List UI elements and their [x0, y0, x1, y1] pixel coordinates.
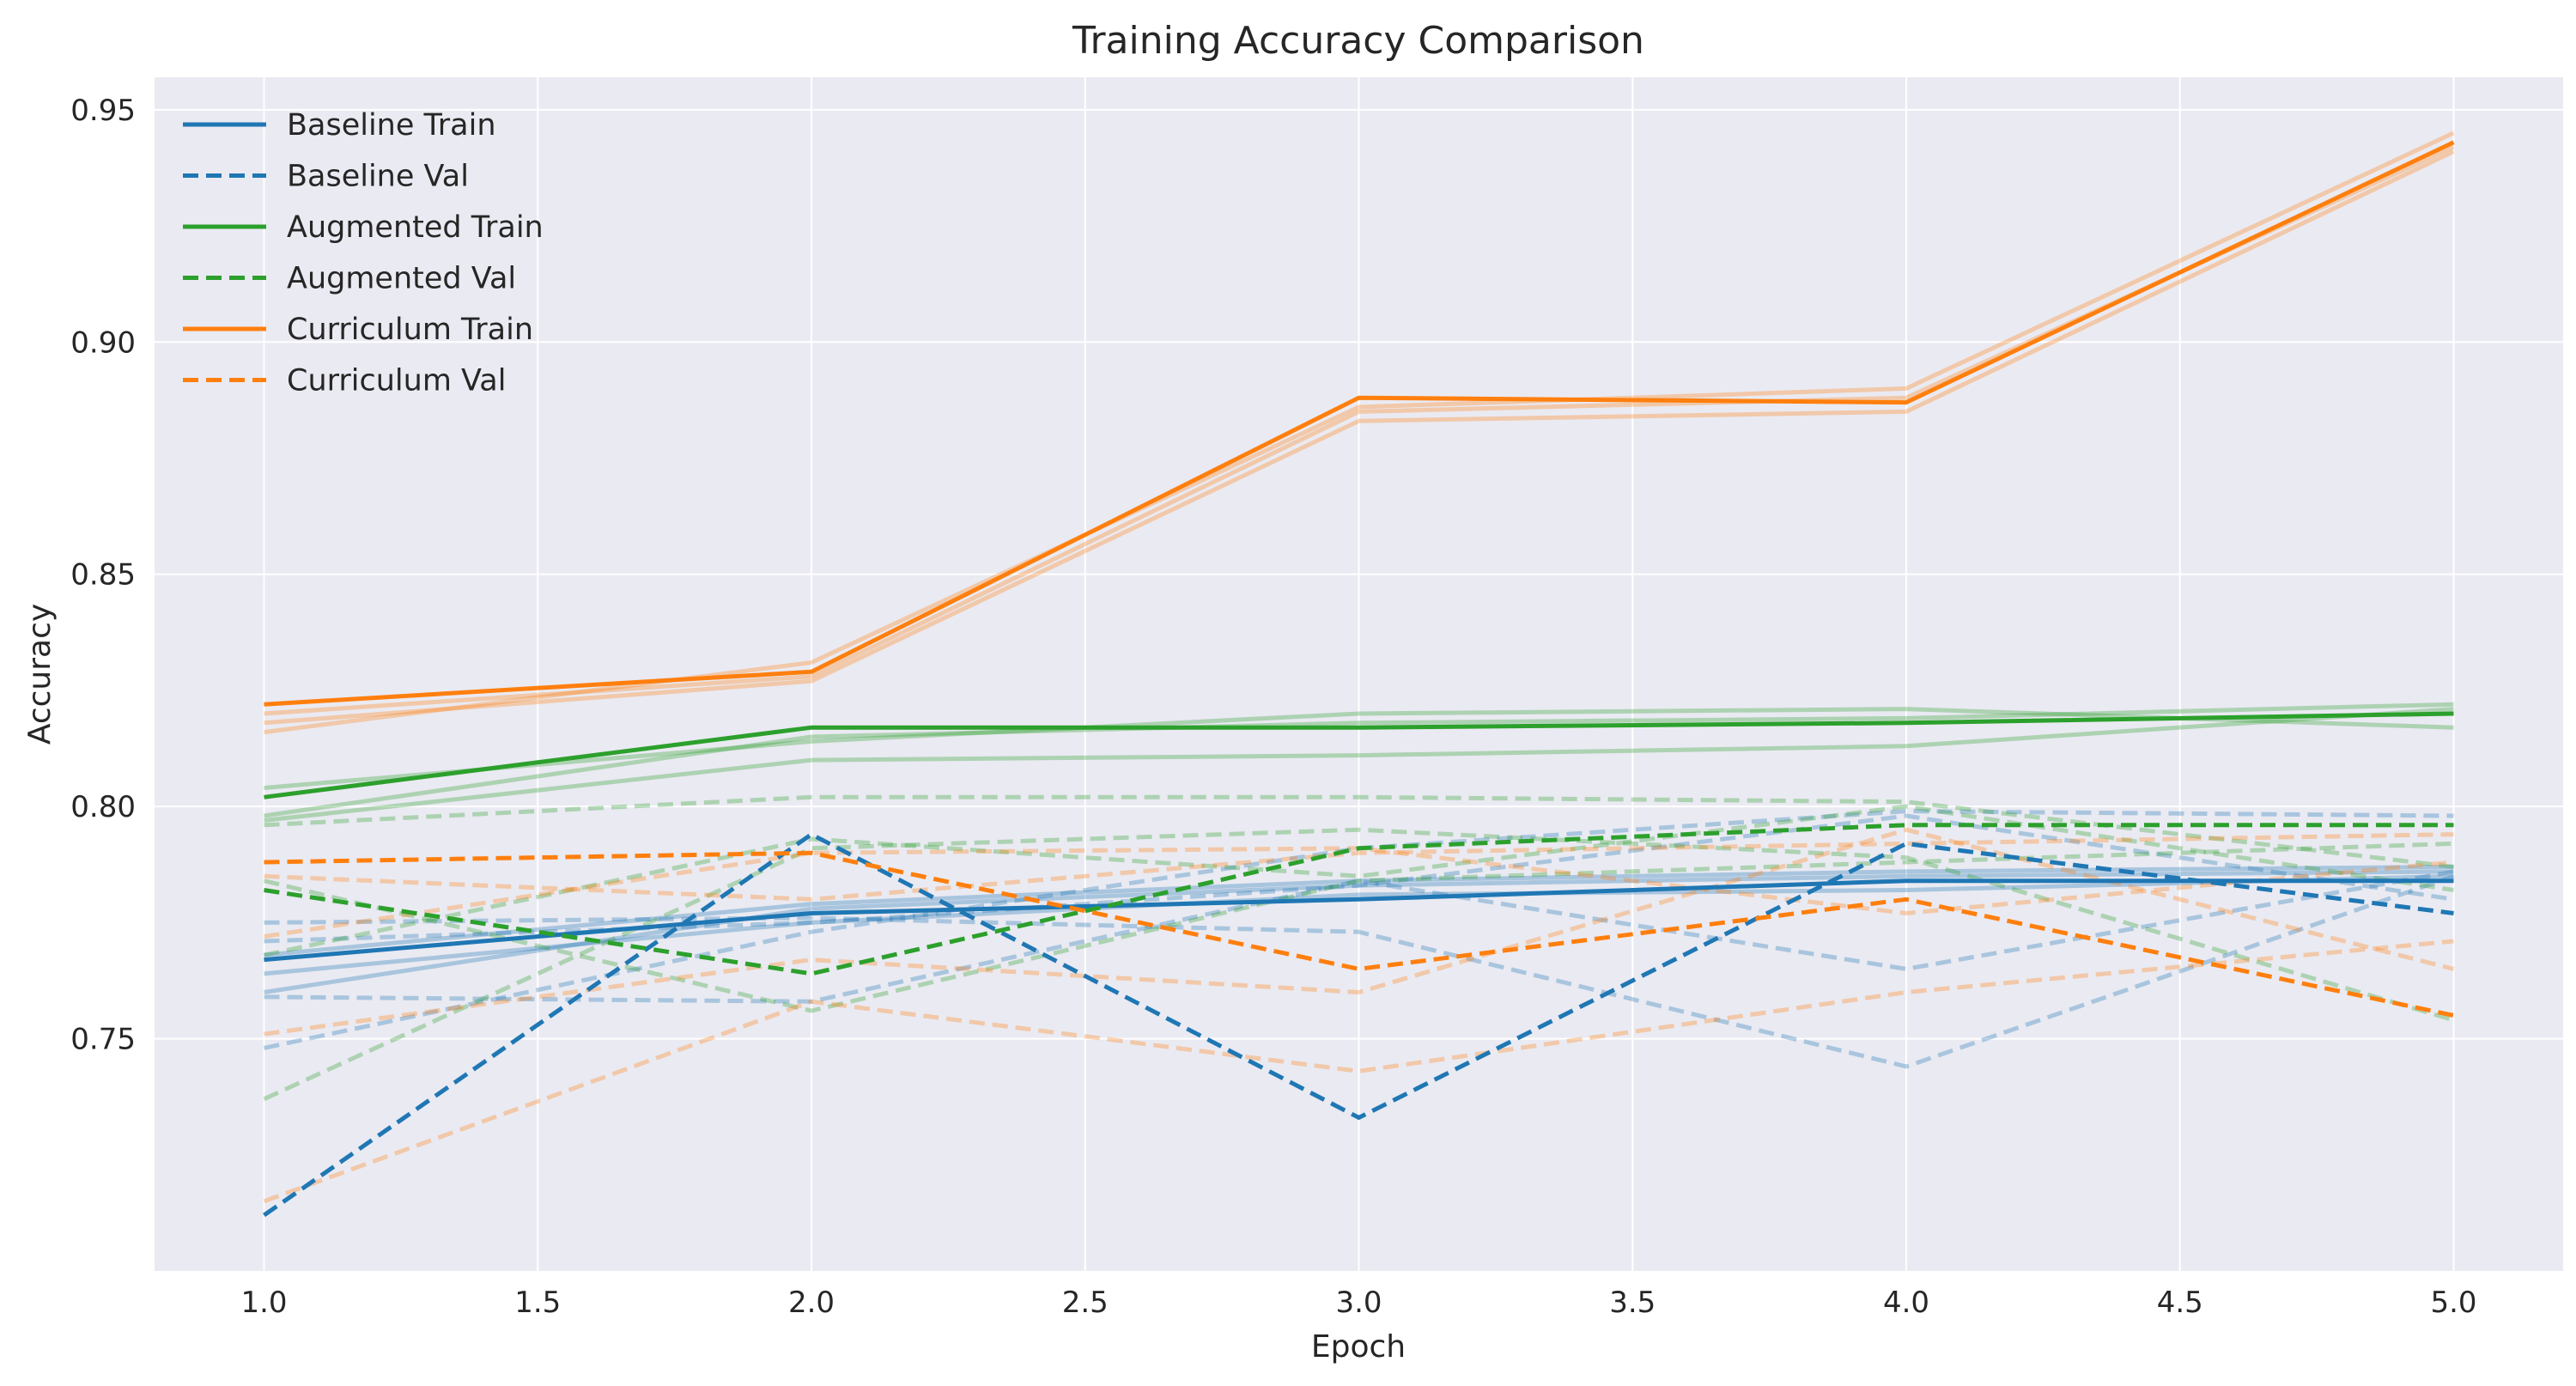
series-lines [263, 140, 2455, 1218]
x-tick-label: 3.5 [1609, 1286, 1656, 1320]
x-tick-labels: 1.0 1.5 2.0 2.5 3.0 3.5 4.0 4.5 5.0 [240, 1286, 2476, 1320]
series-line [264, 850, 2455, 1018]
grid-lines [155, 77, 2563, 1271]
legend-label: Augmented Val [287, 262, 516, 296]
legend-label: Baseline Val [287, 160, 469, 194]
run-line [263, 827, 2455, 1102]
y-tick-label: 0.90 [70, 325, 136, 360]
legend-label: Augmented Train [287, 210, 544, 245]
run-line [264, 702, 2454, 818]
run-line [264, 707, 2454, 823]
run-line [263, 804, 2454, 957]
chart-title: Training Accuracy Comparison [1072, 19, 1644, 63]
y-tick-labels: 0.75 0.80 0.85 0.90 0.95 [70, 94, 136, 1057]
run-line [264, 873, 2454, 976]
legend-label: Baseline Train [287, 108, 496, 143]
run-line [264, 832, 2454, 902]
series-line [264, 878, 2454, 963]
x-tick-label: 4.5 [2157, 1286, 2203, 1320]
x-axis-label: Epoch [1311, 1329, 1406, 1365]
x-tick-label: 2.0 [788, 1286, 835, 1320]
run-line [264, 794, 2454, 869]
x-tick-label: 4.0 [1883, 1286, 1929, 1320]
series-line [263, 832, 2454, 1218]
legend: Baseline Train Baseline Val Augmented Trai… [183, 108, 544, 398]
legend-label: Curriculum Train [287, 313, 533, 347]
y-tick-label: 0.95 [70, 94, 136, 128]
series-line [264, 711, 2454, 799]
run-line [263, 841, 2454, 1013]
run-line [264, 149, 2455, 726]
run-line [264, 813, 2454, 944]
series-line [264, 823, 2454, 976]
y-axis-label: Accuracy [22, 604, 58, 745]
run-lines [263, 131, 2455, 1204]
y-tick-label: 0.85 [70, 558, 136, 593]
x-tick-label: 5.0 [2430, 1286, 2476, 1320]
run-line [264, 131, 2455, 735]
run-line [264, 869, 2454, 994]
run-line [264, 873, 2455, 1069]
series-line [264, 140, 2455, 707]
y-tick-label: 0.75 [70, 1023, 136, 1057]
y-tick-label: 0.80 [70, 790, 136, 824]
run-line [264, 865, 2454, 957]
run-line [264, 827, 2455, 1036]
x-tick-label: 1.5 [514, 1286, 561, 1320]
x-tick-label: 3.0 [1335, 1286, 1382, 1320]
x-tick-label: 1.0 [240, 1286, 287, 1320]
legend-label: Curriculum Val [287, 364, 506, 398]
x-tick-label: 2.5 [1062, 1286, 1109, 1320]
run-line [264, 707, 2454, 790]
